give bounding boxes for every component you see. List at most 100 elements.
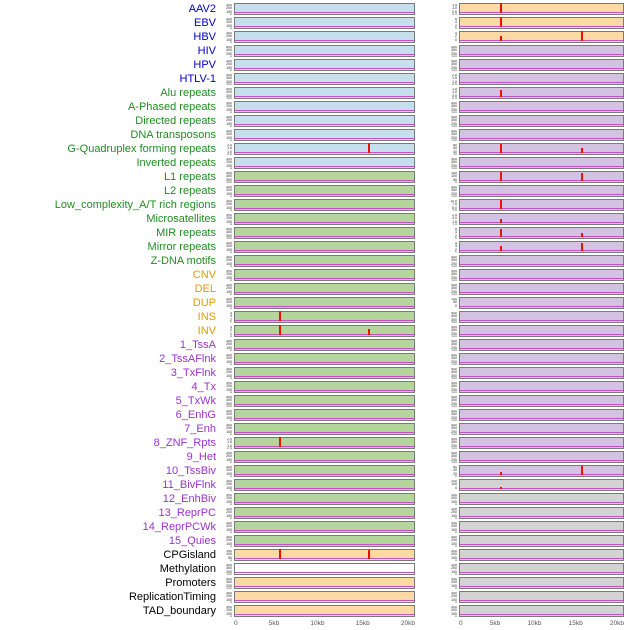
peak-marker bbox=[278, 549, 281, 559]
density-baseline bbox=[235, 516, 414, 517]
y-axis-ticks-right: 4003002001000 bbox=[415, 382, 459, 393]
y-tick-label: 1.0 bbox=[452, 90, 457, 94]
track-row: 3_TxFlnk3002001000500400300200100 bbox=[0, 366, 630, 380]
y-tick-label: 300 bbox=[226, 93, 232, 98]
density-baseline bbox=[235, 614, 414, 615]
y-axis-ticks-left: 2.01.51.00.50.0 bbox=[222, 144, 234, 155]
track-panel-right bbox=[459, 605, 624, 617]
y-tick-label: 200 bbox=[451, 496, 457, 500]
y-tick-label: 400 bbox=[226, 563, 232, 567]
y-tick-label: 4 bbox=[230, 311, 232, 315]
y-tick-label: 200 bbox=[226, 608, 232, 612]
y-tick-label: 200 bbox=[451, 275, 457, 280]
y-tick-label: 300 bbox=[226, 115, 232, 119]
y-tick-label: 400 bbox=[226, 48, 232, 52]
y-axis-ticks-right: 4003002001000 bbox=[415, 438, 459, 449]
y-axis-ticks-right: 4003002001000 bbox=[415, 130, 459, 141]
y-tick-label: 200 bbox=[451, 51, 457, 56]
y-axis-ticks-left: 500400300200100 bbox=[222, 74, 234, 85]
y-tick-label: 300 bbox=[451, 591, 457, 595]
y-tick-label: 300 bbox=[226, 59, 232, 63]
y-tick-label: 300 bbox=[451, 356, 457, 360]
y-tick-label: 0 bbox=[455, 601, 457, 602]
peak-marker bbox=[368, 550, 371, 559]
density-baseline bbox=[460, 306, 623, 307]
row-label: 11_BivFlnk bbox=[162, 478, 216, 491]
y-tick-label: 0 bbox=[230, 167, 232, 168]
track-row: 10_TssBiv30020010006040200 bbox=[0, 464, 630, 478]
y-axis-ticks-right: 6420 bbox=[415, 228, 459, 239]
y-tick-label: 100 bbox=[451, 293, 457, 294]
density-baseline bbox=[235, 320, 414, 321]
track-panel-right bbox=[459, 115, 624, 127]
y-tick-label: 0 bbox=[230, 125, 232, 126]
track-panel-right bbox=[459, 157, 624, 169]
density-baseline bbox=[460, 12, 623, 13]
y-tick-label: 200 bbox=[226, 569, 232, 574]
y-axis-ticks-right: 4003002001000 bbox=[415, 424, 459, 435]
density-baseline bbox=[235, 208, 414, 209]
y-axis-ticks-left: 6004002000 bbox=[222, 46, 234, 57]
y-tick-label: 200 bbox=[451, 538, 457, 542]
y-tick-label: 0 bbox=[455, 573, 457, 574]
y-tick-label: 0 bbox=[230, 489, 232, 490]
track-panel-right bbox=[459, 311, 624, 323]
y-tick-label: 200 bbox=[451, 121, 457, 126]
density-baseline bbox=[235, 152, 414, 153]
y-tick-label: 1.0 bbox=[452, 6, 457, 10]
track-panel-left bbox=[234, 367, 415, 379]
density-baseline bbox=[235, 138, 414, 139]
y-tick-label: 100 bbox=[226, 9, 232, 14]
y-tick-label: 300 bbox=[451, 258, 457, 262]
y-tick-label: 200 bbox=[226, 83, 232, 84]
y-tick-label: 0.0 bbox=[452, 13, 457, 14]
y-axis-ticks-right: 6420 bbox=[415, 18, 459, 29]
y-tick-label: 300 bbox=[451, 577, 457, 581]
peak-marker bbox=[581, 172, 584, 181]
density-baseline bbox=[235, 348, 414, 349]
density-baseline bbox=[460, 334, 623, 335]
y-tick-label: 200 bbox=[226, 202, 232, 206]
track-panel-left bbox=[234, 507, 415, 519]
density-baseline bbox=[460, 614, 623, 615]
y-tick-label: 1.0 bbox=[227, 443, 232, 448]
track-row: 2_TssAFlnk30020010004003002001000 bbox=[0, 352, 630, 366]
y-tick-label: 1.0 bbox=[452, 223, 457, 224]
y-tick-label: 0 bbox=[230, 279, 232, 280]
y-tick-label: 100 bbox=[226, 499, 232, 504]
density-baseline bbox=[460, 180, 623, 181]
row-label: 7_Enh bbox=[184, 422, 216, 435]
track-panel-left bbox=[234, 297, 415, 309]
y-tick-label: 0 bbox=[455, 517, 457, 518]
y-tick-label: 100 bbox=[451, 335, 457, 336]
density-baseline bbox=[460, 586, 623, 587]
y-tick-label: 1 bbox=[230, 331, 232, 336]
track-row: Promoters40030020010003002001000 bbox=[0, 576, 630, 590]
density-baseline bbox=[460, 600, 623, 601]
density-baseline bbox=[235, 418, 414, 419]
y-tick-label: 200 bbox=[226, 51, 232, 56]
track-panel-left bbox=[234, 409, 415, 421]
y-tick-label: 0 bbox=[230, 223, 232, 224]
y-tick-label: 2.5 bbox=[452, 209, 457, 210]
y-tick-label: 0 bbox=[230, 531, 232, 532]
y-tick-label: 200 bbox=[451, 510, 457, 514]
peak-marker bbox=[499, 229, 502, 237]
peak-marker bbox=[499, 486, 502, 489]
density-baseline bbox=[460, 208, 623, 209]
y-tick-label: 0 bbox=[230, 517, 232, 518]
track-panel-right bbox=[459, 437, 624, 449]
y-tick-label: 200 bbox=[226, 6, 232, 10]
row-label: Microsatellites bbox=[146, 212, 216, 225]
x-tick-label: 5kb bbox=[489, 620, 501, 627]
y-tick-label: 300 bbox=[451, 605, 457, 609]
